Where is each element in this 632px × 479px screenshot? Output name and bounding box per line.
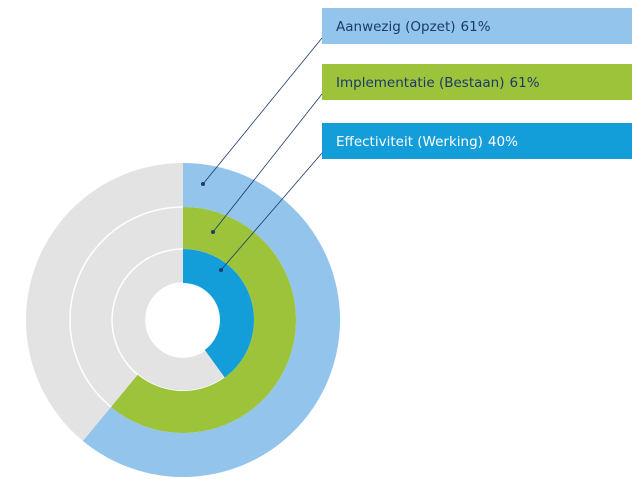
ring-segment [110,207,296,433]
label-name: Implementatie (Bestaan) [336,75,505,91]
leader-line [212,93,323,233]
leader-dot [211,230,215,234]
label-box [322,64,632,100]
ring-segment [183,249,254,378]
label-name: Effectiviteit (Werking) [336,134,483,150]
label-value: 61% [461,19,491,35]
label-box [322,123,632,159]
leader-dot [219,268,223,272]
label-name: Aanwezig (Opzet) [336,19,456,35]
label-box [322,8,632,44]
label-value: 40% [488,134,518,150]
ring-segment [82,163,341,477]
leader-line [220,152,323,271]
label-value: 61% [510,75,540,91]
leader-dot [201,182,205,186]
label-text: Aanwezig (Opzet) 61% [336,19,491,35]
label-text: Implementatie (Bestaan) 61% [336,75,540,91]
label-text: Effectiviteit (Werking) 40% [336,134,518,150]
leader-line [202,37,323,185]
center-hole [146,283,220,357]
